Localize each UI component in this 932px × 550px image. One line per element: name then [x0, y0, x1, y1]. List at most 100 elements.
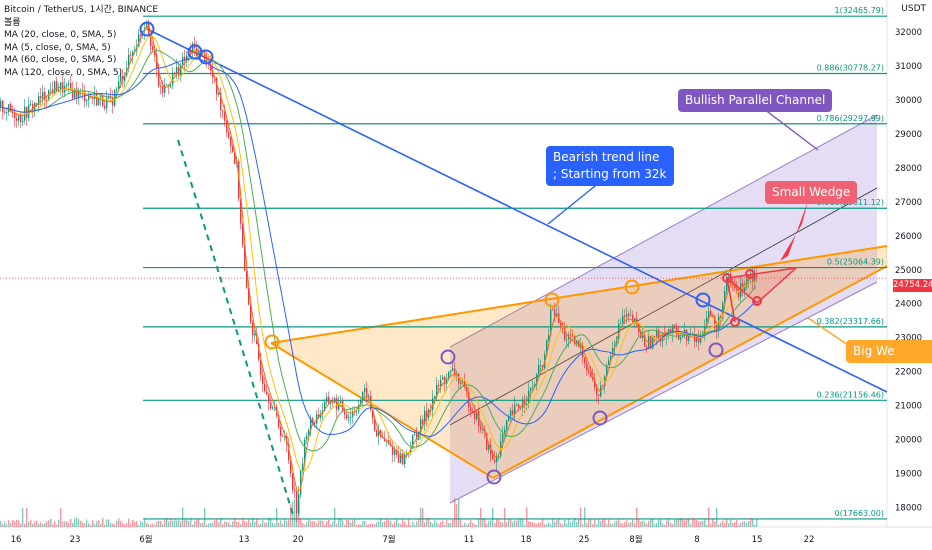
candle-body: [690, 334, 692, 336]
candle-body: [618, 323, 620, 339]
candle-body: [506, 420, 508, 430]
volume-bar: [22, 508, 24, 527]
candle-body: [174, 72, 176, 74]
small-wedge-line[interactable]: [726, 277, 736, 323]
bullish-channel-lower-line[interactable]: [449, 281, 878, 504]
pivot-marker[interactable]: [440, 349, 456, 365]
volume-bar: [260, 523, 262, 527]
candle-body: [536, 374, 538, 385]
pivot-marker[interactable]: [198, 49, 214, 65]
candle-body: [402, 453, 404, 465]
volume-bar: [178, 519, 180, 527]
volume-bar: [724, 522, 726, 527]
ma120-line[interactable]: [0, 58, 757, 437]
indicator-ma20[interactable]: MA (20, close, 0, SMA, 5): [4, 30, 117, 40]
pivot-marker[interactable]: [139, 21, 155, 37]
pivot-marker[interactable]: [708, 342, 724, 358]
volume-bar: [340, 518, 342, 527]
volume-bar: [610, 523, 612, 527]
pivot-marker[interactable]: [592, 410, 608, 426]
bullish-channel-callout[interactable]: Bullish Parallel Channel: [678, 89, 833, 112]
bearish-trend-line[interactable]: [146, 28, 888, 393]
volume-bar: [624, 521, 626, 527]
volume-bar: [692, 517, 694, 527]
candle-body: [72, 89, 74, 99]
volume-bar: [500, 521, 502, 527]
candle-body: [206, 60, 208, 63]
volume-bar: [530, 521, 532, 527]
small-wedge-shape[interactable]: [725, 266, 799, 304]
volume-bar: [238, 521, 240, 527]
indicator-ma5[interactable]: MA (5, close, 0, SMA, 5): [4, 42, 111, 53]
candle-body: [362, 392, 364, 401]
volume-bar: [282, 524, 284, 527]
candle-body: [422, 419, 424, 424]
pivot-marker[interactable]: [264, 334, 280, 350]
candle-body: [14, 113, 16, 119]
candle-body: [342, 400, 344, 412]
candle-body: [254, 333, 256, 336]
volume-bar: [558, 517, 560, 527]
candle-body: [556, 313, 558, 317]
indicator-ma120[interactable]: MA (120, close, 0, SMA, 5): [4, 67, 123, 78]
pivot-marker[interactable]: [486, 469, 502, 485]
volume-bar: [746, 522, 748, 527]
volume-bar: [682, 518, 684, 527]
volume-bar: [496, 519, 498, 527]
volume-bar: [476, 524, 478, 527]
volume-bar: [92, 520, 94, 527]
volume-bar: [520, 518, 522, 527]
candle-body: [186, 55, 188, 61]
volume-bar: [208, 523, 210, 527]
pivot-marker[interactable]: [695, 292, 711, 308]
volume-bar: [538, 522, 540, 527]
candle-body: [264, 384, 266, 392]
candle-body: [722, 302, 724, 319]
bullish-channel-midline[interactable]: [449, 187, 878, 426]
volume-bar: [552, 518, 554, 527]
volume-bar: [650, 518, 652, 527]
volume-bar: [82, 522, 84, 527]
volume-bar: [322, 521, 324, 527]
candle-body: [116, 88, 118, 91]
volume-bar: [326, 521, 328, 527]
candle-body: [424, 410, 426, 424]
volume-bar: [290, 504, 292, 527]
pivot-marker[interactable]: [722, 273, 732, 283]
volume-bar: [614, 521, 616, 527]
volume-bar: [348, 519, 350, 527]
time-tick-label: 8: [694, 535, 699, 545]
volume-bar: [112, 523, 114, 527]
pivot-marker[interactable]: [544, 292, 560, 308]
volume-bar: [336, 523, 338, 527]
big-wedge-callout[interactable]: Big We: [846, 340, 932, 363]
big-wedge-lower-line[interactable]: [492, 265, 888, 479]
volume-bar: [142, 522, 144, 527]
indicator-ma60[interactable]: MA (60, close, 0, SMA, 5): [4, 55, 117, 65]
candle-body: [314, 423, 316, 424]
candle-body: [546, 340, 548, 355]
pivot-marker[interactable]: [730, 317, 740, 327]
candle-body: [492, 454, 494, 460]
volume-bar: [346, 520, 348, 527]
ma5-line[interactable]: [0, 24, 757, 492]
small-wedge-callout[interactable]: Small Wedge: [765, 181, 858, 204]
volume-bar: [28, 521, 30, 527]
pivot-marker[interactable]: [745, 269, 755, 279]
candle-body: [110, 96, 112, 98]
bearish-trend-callout[interactable]: Bearish trend line ; Starting from 32k: [546, 146, 674, 186]
volume-bar: [592, 524, 594, 527]
candle-body: [578, 340, 580, 347]
pivot-marker[interactable]: [624, 279, 640, 295]
candle-body: [550, 309, 552, 336]
currency-label: USDT: [901, 4, 926, 14]
candle-body: [292, 472, 294, 490]
bullish-channel-upper-line[interactable]: [449, 114, 878, 348]
volume-bar: [458, 499, 460, 527]
candle-body: [204, 50, 206, 61]
volume-bar: [454, 498, 456, 527]
volume-bar: [168, 521, 170, 527]
volume-bar: [12, 519, 14, 527]
pivot-marker[interactable]: [752, 296, 762, 306]
